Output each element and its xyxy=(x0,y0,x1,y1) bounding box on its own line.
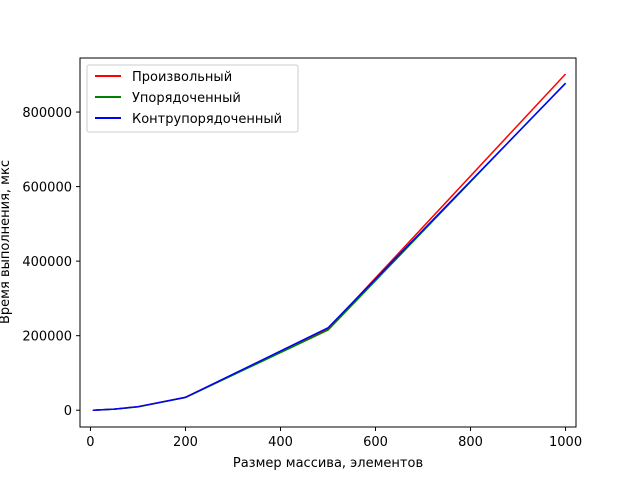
y-tick-label: 800000 xyxy=(22,106,72,121)
legend-box xyxy=(86,64,299,133)
series-layer xyxy=(92,73,567,411)
x-tick-label: 600 xyxy=(363,435,388,450)
legend-label: Произвольный xyxy=(132,70,232,85)
y-tick-label: 400000 xyxy=(22,255,72,270)
axes-layer: 0 200 400 600 800 1000 0 200000 400000 600000 8000… xyxy=(22,57,582,450)
x-tick-label: 1000 xyxy=(549,435,582,450)
y-tick-label: 600000 xyxy=(22,181,72,196)
x-tick-label: 400 xyxy=(268,435,293,450)
x-axis-label: Размер массива, элементов xyxy=(233,456,423,471)
series-line-3 xyxy=(92,82,567,411)
x-tick-label: 200 xyxy=(173,435,198,450)
x-tick-label: 0 xyxy=(86,435,94,450)
plot-frame xyxy=(79,57,577,428)
x-tick-label: 800 xyxy=(458,435,483,450)
legend-label: Контрупорядоченный xyxy=(132,112,282,127)
y-tick-label: 0 xyxy=(64,404,72,419)
y-tick-label: 200000 xyxy=(22,330,72,345)
legend: Произвольный Упорядоченный Контрупорядоч… xyxy=(86,64,299,133)
y-axis-label: Время выполнения, мкс xyxy=(0,160,13,324)
legend-label: Упорядоченный xyxy=(132,91,241,106)
